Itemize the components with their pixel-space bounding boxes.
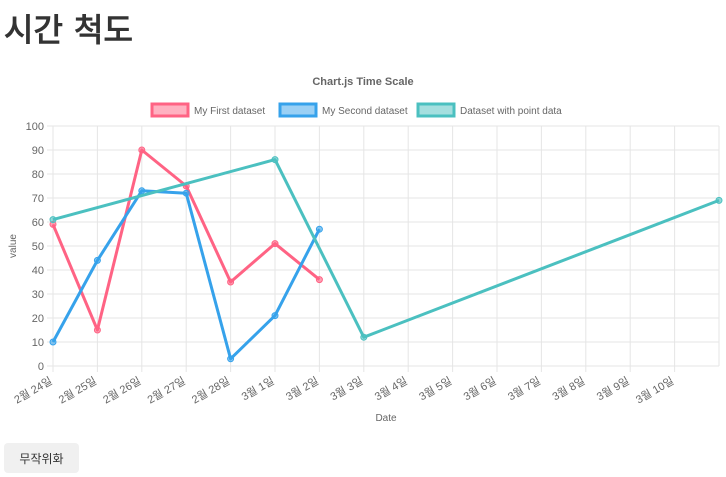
- y-tick-label: 40: [32, 265, 44, 277]
- data-point: [715, 196, 723, 204]
- legend-label: My Second dataset: [322, 106, 408, 117]
- data-point: [49, 216, 57, 224]
- x-tick-label: 3월 7일: [505, 373, 543, 403]
- x-tick-label: 3월 8일: [550, 373, 588, 403]
- y-tick-label: 100: [26, 121, 44, 133]
- x-tick-label: 3월 10일: [633, 373, 676, 406]
- y-tick-label: 80: [32, 169, 44, 181]
- legend-item[interactable]: My First dataset: [150, 102, 265, 118]
- y-tick-label: 50: [32, 241, 44, 253]
- data-point: [93, 256, 101, 264]
- x-tick-label: 3월 3일: [328, 373, 366, 403]
- x-axis-ticks: 2월 24일 2월 25일 2월 26일 2월 27일 2월 28일 3월 1일 3월 2일…: [11, 373, 676, 406]
- data-point: [315, 276, 323, 284]
- legend-swatch: [278, 102, 318, 118]
- x-tick-label: 2월 28일: [189, 373, 232, 406]
- x-tick-label: 2월 25일: [56, 373, 99, 406]
- chart-title: Chart.js Time Scale: [312, 76, 413, 88]
- x-tick-label: 3월 4일: [372, 373, 410, 403]
- chart-legend[interactable]: My First dataset My Second dataset Dataset…: [150, 102, 562, 118]
- data-point: [138, 187, 146, 195]
- x-tick-label: 3월 1일: [239, 373, 277, 403]
- x-tick-label: 3월 6일: [461, 373, 499, 403]
- data-point: [93, 326, 101, 334]
- y-tick-label: 70: [32, 193, 44, 205]
- data-point: [138, 146, 146, 154]
- data-point: [271, 312, 279, 320]
- x-tick-label: 3월 5일: [416, 373, 454, 403]
- data-point: [360, 333, 368, 341]
- chart-grid: [47, 125, 720, 372]
- legend-label: Dataset with point data: [460, 106, 562, 117]
- x-tick-label: 2월 26일: [100, 373, 143, 406]
- x-tick-label: 2월 27일: [145, 373, 188, 406]
- x-tick-label: 3월 9일: [594, 373, 632, 403]
- data-point: [315, 225, 323, 233]
- x-axis-label: Date: [375, 413, 397, 424]
- time-scale-line-chart: Chart.js Time Scale My First dataset My S…: [8, 76, 723, 424]
- data-point: [49, 338, 57, 346]
- legend-item[interactable]: Dataset with point data: [416, 102, 562, 118]
- y-tick-label: 10: [32, 337, 44, 349]
- data-point: [271, 156, 279, 164]
- y-tick-label: 30: [32, 289, 44, 301]
- y-tick-label: 20: [32, 313, 44, 325]
- legend-swatch: [150, 102, 190, 118]
- x-tick-label: 2월 24일: [11, 373, 54, 406]
- chart-series: [49, 146, 723, 363]
- y-tick-label: 60: [32, 217, 44, 229]
- x-tick-label: 3월 2일: [283, 373, 321, 403]
- y-tick-label: 0: [38, 361, 44, 373]
- data-point: [227, 278, 235, 286]
- data-point: [182, 189, 190, 197]
- legend-item[interactable]: My Second dataset: [278, 102, 408, 118]
- legend-swatch: [416, 102, 456, 118]
- y-axis-ticks: 0 10 20 30 40 50 60 70 80 90 100: [26, 121, 44, 373]
- data-point: [271, 240, 279, 248]
- data-point: [227, 355, 235, 363]
- legend-label: My First dataset: [194, 106, 265, 117]
- y-tick-label: 90: [32, 145, 44, 157]
- page-title: 시간 척도: [4, 11, 133, 49]
- y-axis-label: value: [8, 234, 19, 258]
- randomize-button[interactable]: 무작위화: [4, 443, 79, 473]
- series-line: [52, 158, 720, 339]
